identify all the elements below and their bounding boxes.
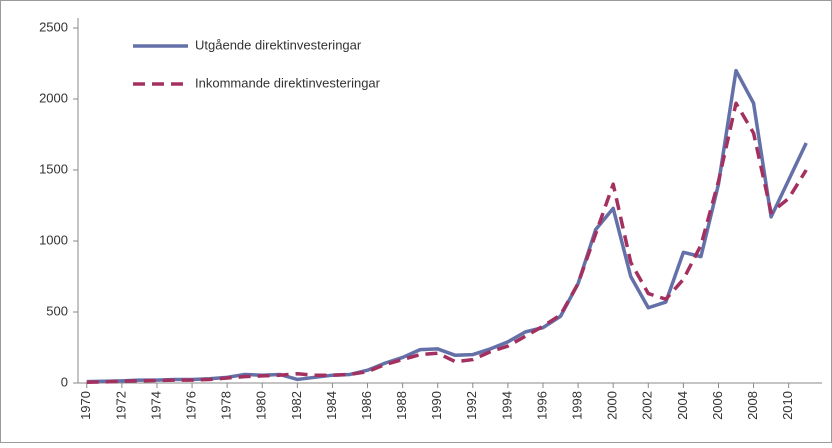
x-tick-label: 1986 bbox=[359, 391, 374, 420]
x-tick-label: 1998 bbox=[570, 391, 585, 420]
x-tick-label: 1978 bbox=[219, 391, 234, 420]
y-tick-label: 0 bbox=[61, 374, 68, 389]
x-tick-label: 2004 bbox=[675, 391, 690, 420]
x-tick-label: 1996 bbox=[534, 391, 549, 420]
x-tick-label: 1994 bbox=[499, 391, 514, 420]
y-tick-label: 1000 bbox=[39, 232, 68, 247]
x-tick-label: 1970 bbox=[78, 391, 93, 420]
x-tick-label: 1984 bbox=[324, 391, 339, 420]
y-tick-label: 2000 bbox=[39, 90, 68, 105]
legend-label: Utgående direktinvesteringar bbox=[195, 37, 362, 52]
y-tick-label: 2500 bbox=[39, 19, 68, 34]
x-tick-label: 2008 bbox=[745, 391, 760, 420]
x-tick-label: 1974 bbox=[148, 391, 163, 420]
x-tick-label: 2006 bbox=[710, 391, 725, 420]
x-tick-label: 2010 bbox=[780, 391, 795, 420]
x-tick-label: 2002 bbox=[640, 391, 655, 420]
x-tick-label: 1988 bbox=[394, 391, 409, 420]
x-tick-label: 1976 bbox=[183, 391, 198, 420]
x-tick-label: 1992 bbox=[464, 391, 479, 420]
x-tick-label: 1980 bbox=[254, 391, 269, 420]
legend-label: Inkommande direktinvesteringar bbox=[195, 75, 381, 90]
x-tick-label: 1982 bbox=[289, 391, 304, 420]
y-tick-label: 1500 bbox=[39, 161, 68, 176]
x-tick-label: 2000 bbox=[605, 391, 620, 420]
x-tick-label: 1972 bbox=[113, 391, 128, 420]
series-line bbox=[86, 101, 808, 385]
x-tick-label: 1990 bbox=[429, 391, 444, 420]
y-tick-label: 500 bbox=[46, 303, 68, 318]
